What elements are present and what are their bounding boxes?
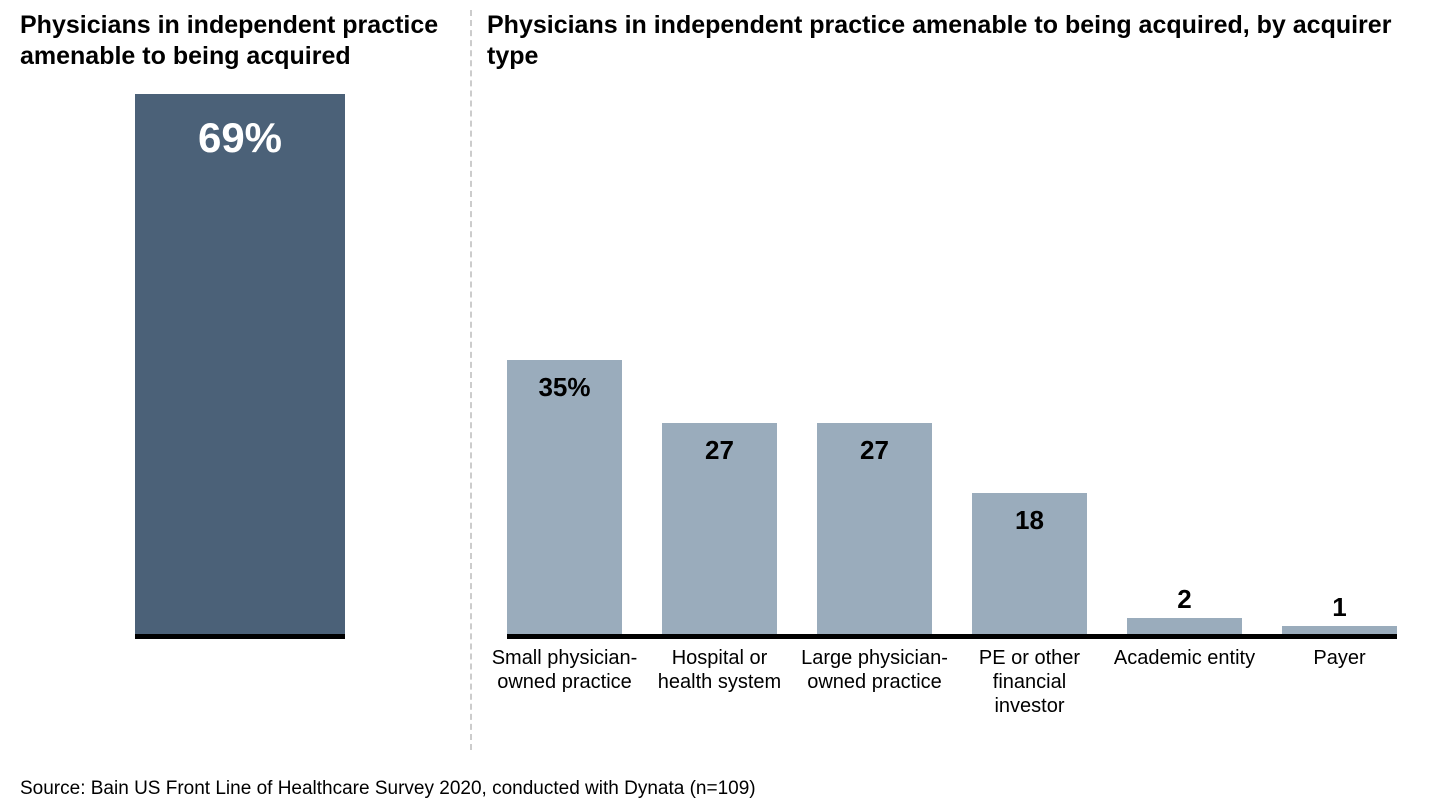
right-chart-title: Physicians in independent practice amena… [487,10,1420,74]
right-chart-bar-label: Small physician-owned practice [491,646,638,694]
left-chart-baseline [135,634,345,639]
right-chart-bar-value: 1 [1282,592,1397,623]
source-note: Source: Bain US Front Line of Healthcare… [20,778,756,800]
right-chart-bar-value: 2 [1127,584,1242,615]
left-chart-title: Physicians in independent practice amena… [20,10,455,74]
right-chart-bar-value: 27 [662,435,777,466]
left-chart-area: 69% [20,94,455,760]
right-chart-bar-value: 27 [817,435,932,466]
right-chart-bar-label: Large physician-owned practice [801,646,948,694]
right-chart-area: 35% Small physician-owned practice 27 Hospi… [487,94,1420,760]
right-chart-bar-label: Academic entity [1111,646,1258,670]
left-chart-bar: 69% [135,94,345,634]
right-chart-bar-label: Hospital or health system [646,646,793,694]
panel-divider [470,10,472,750]
chart-container: Physicians in independent practice amena… [0,0,1440,760]
left-chart-panel: Physicians in independent practice amena… [20,10,455,760]
right-chart-bar-label: PE or other financial investor [956,646,1103,718]
right-chart-bar-label: Payer [1266,646,1413,670]
right-chart-bar [1282,626,1397,634]
right-chart-bar-value: 18 [972,505,1087,536]
left-chart-bar-value: 69% [135,114,345,162]
right-chart-bar [1127,618,1242,634]
right-chart-baseline [507,634,1397,639]
right-chart-panel: Physicians in independent practice amena… [487,10,1420,760]
right-chart-bar-value: 35% [507,372,622,403]
